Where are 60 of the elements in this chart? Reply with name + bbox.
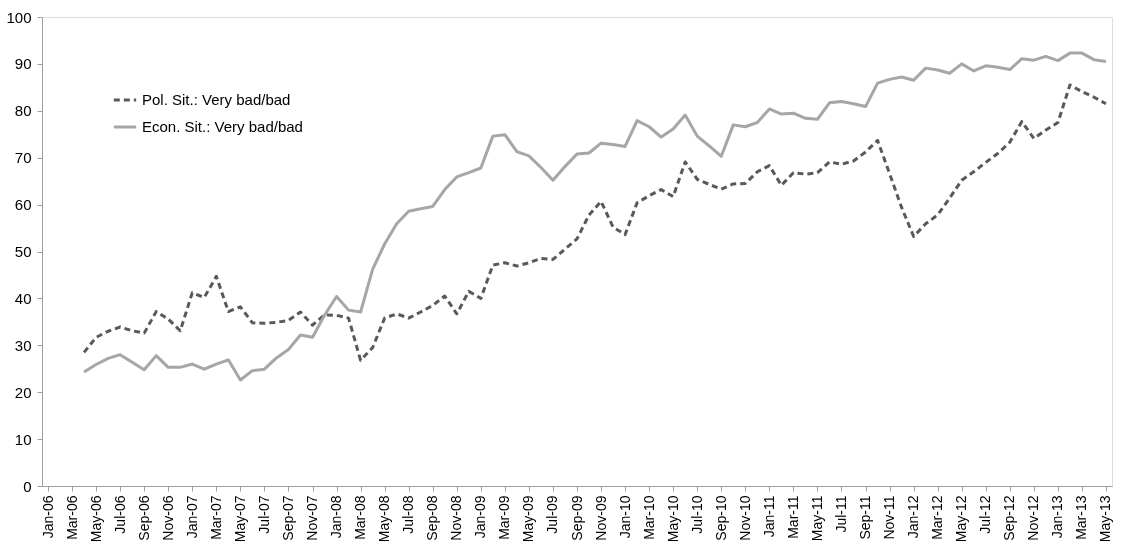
x-tick-label: Mar-13 — [1073, 495, 1090, 540]
y-tick-label: 90 — [14, 55, 32, 73]
x-tick-label: Jan-10 — [616, 495, 633, 539]
x-tick-label: Jul-07 — [255, 495, 272, 534]
legend-label: Pol. Sit.: Very bad/bad — [142, 91, 291, 108]
line-series — [82, 51, 1108, 382]
x-tick-label: Jan-09 — [472, 495, 489, 539]
x-tick-label: Nov-06 — [159, 495, 176, 541]
x-tick-label: May-13 — [1097, 495, 1114, 543]
y-tick-label: 80 — [14, 102, 32, 120]
x-tick-label: Jan-13 — [1049, 495, 1066, 539]
x-tick-label: May-07 — [231, 495, 248, 543]
y-tick-label: 60 — [14, 196, 32, 214]
x-tick-label: Jan-06 — [39, 495, 56, 539]
y-tick-label: 70 — [14, 149, 32, 167]
x-tick-label: Jul-08 — [400, 495, 417, 534]
y-tick-label: 40 — [14, 289, 32, 307]
x-tick-label: Mar-10 — [640, 495, 657, 540]
x-tick-label: May-08 — [376, 495, 393, 543]
x-tick-label: Nov-11 — [881, 495, 898, 540]
line-series — [82, 83, 1108, 362]
x-tick-label: Jul-11 — [832, 495, 849, 533]
x-tick-label: Jul-10 — [688, 495, 705, 534]
y-tick-label: 10 — [14, 430, 32, 448]
x-tick-label: May-11 — [808, 495, 825, 542]
x-tick-label: Sep-11 — [857, 495, 874, 540]
x-tick-label: May-06 — [87, 495, 104, 543]
x-tick-label: Mar-12 — [929, 495, 946, 540]
x-tick-label: Jan-08 — [328, 495, 345, 539]
x-tick-label: Mar-08 — [352, 495, 369, 540]
x-tick-label: Nov-12 — [1025, 495, 1042, 541]
x-tick-label: Nov-08 — [448, 495, 465, 541]
x-tick-label: Sep-07 — [279, 495, 296, 541]
x-tick-label: Sep-09 — [568, 495, 585, 541]
y-tick-label: 20 — [14, 383, 32, 401]
x-tick-label: Jan-07 — [183, 495, 200, 539]
x-tick-label: May-12 — [953, 495, 970, 543]
x-tick-label: Mar-07 — [207, 495, 224, 540]
x-tick-label: Sep-06 — [135, 495, 152, 541]
x-tick-label: Mar-06 — [63, 495, 80, 540]
x-tick-label: May-10 — [664, 495, 681, 543]
x-tick-label: Jan-12 — [905, 495, 922, 539]
x-tick-label: Jul-09 — [544, 495, 561, 534]
legend-label: Econ. Sit.: Very bad/bad — [142, 118, 303, 135]
x-tick-label: Sep-08 — [424, 495, 441, 541]
x-tick-label: Nov-07 — [304, 495, 321, 541]
x-tick-label: Jan-11 — [760, 495, 777, 538]
x-tick-label: Jul-12 — [977, 495, 994, 534]
x-tick-label: May-09 — [520, 495, 537, 543]
x-tick-label: Nov-09 — [592, 495, 609, 541]
x-tick-label: Sep-12 — [1001, 495, 1018, 541]
y-tick-label: 30 — [14, 336, 32, 354]
x-tick-label: Jul-06 — [111, 495, 128, 534]
y-tick-label: 50 — [14, 243, 32, 260]
x-tick-label: Mar-09 — [496, 495, 513, 540]
x-tick-label: Nov-10 — [736, 495, 753, 541]
x-tick-label: Mar-11 — [784, 495, 801, 539]
x-tick-label: Sep-10 — [712, 495, 729, 541]
y-tick-label: 100 — [6, 8, 32, 26]
y-tick-label: 0 — [23, 477, 32, 495]
